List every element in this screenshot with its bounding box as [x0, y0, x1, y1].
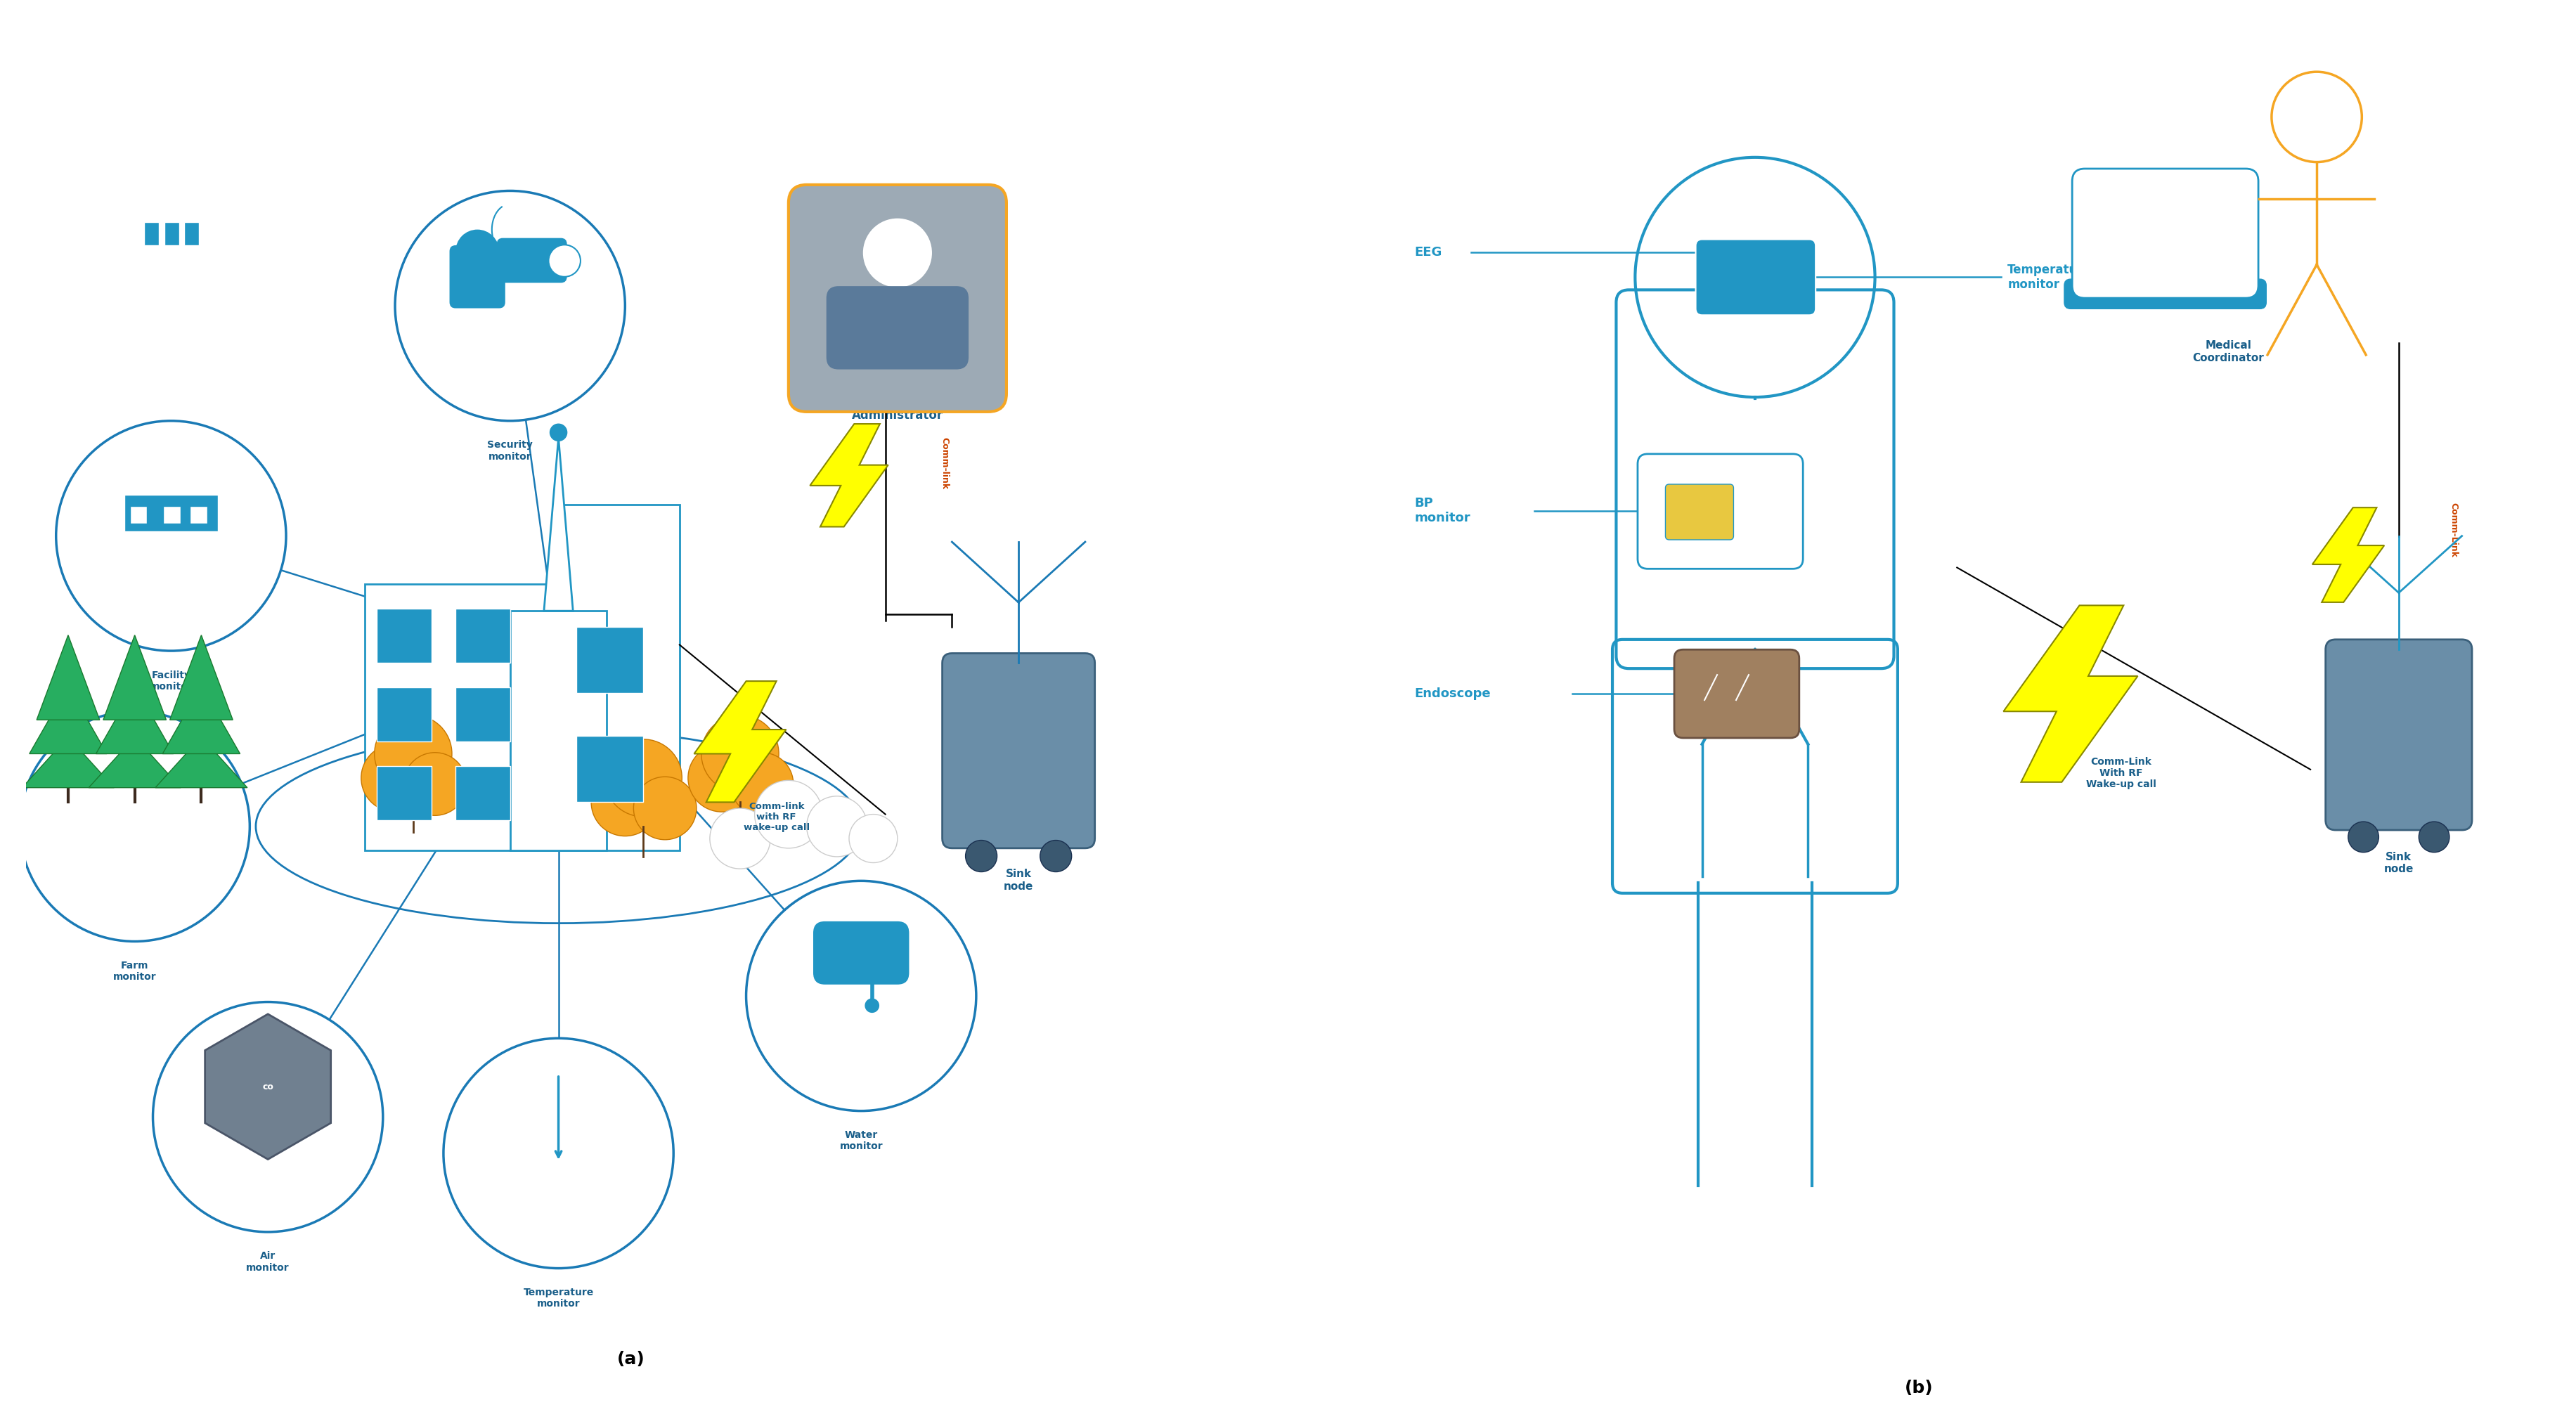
Text: Comm-Link: Comm-Link — [2450, 502, 2458, 558]
FancyBboxPatch shape — [1638, 454, 1803, 569]
FancyBboxPatch shape — [162, 507, 180, 524]
Circle shape — [2349, 822, 2378, 853]
Text: Endoscope: Endoscope — [1414, 687, 1492, 700]
Circle shape — [688, 744, 755, 812]
Text: Security
monitor: Security monitor — [487, 440, 533, 461]
FancyBboxPatch shape — [165, 221, 180, 245]
FancyBboxPatch shape — [577, 627, 644, 694]
Text: Comm-Link
With RF
Wake-up call: Comm-Link With RF Wake-up call — [2087, 756, 2156, 789]
FancyBboxPatch shape — [943, 653, 1095, 849]
Circle shape — [549, 245, 580, 277]
Text: Administrator: Administrator — [853, 409, 943, 421]
Text: EEG: EEG — [1414, 245, 1443, 258]
Text: Water
monitor: Water monitor — [840, 1131, 884, 1151]
FancyBboxPatch shape — [814, 921, 909, 985]
Polygon shape — [28, 685, 106, 753]
Polygon shape — [103, 636, 167, 719]
Polygon shape — [162, 685, 240, 753]
FancyBboxPatch shape — [497, 238, 567, 282]
Polygon shape — [23, 736, 113, 788]
Circle shape — [634, 776, 696, 840]
FancyBboxPatch shape — [376, 687, 430, 742]
Text: Comm-link: Comm-link — [940, 437, 948, 490]
Circle shape — [605, 739, 683, 817]
Text: Temperature
monitor: Temperature monitor — [2007, 264, 2092, 291]
Text: Farm
monitor: Farm monitor — [113, 961, 157, 982]
FancyBboxPatch shape — [124, 495, 216, 532]
FancyBboxPatch shape — [376, 609, 430, 663]
Circle shape — [2419, 822, 2450, 853]
Text: Medical
Coordinator: Medical Coordinator — [2192, 341, 2264, 363]
Polygon shape — [155, 736, 247, 788]
FancyBboxPatch shape — [456, 687, 510, 742]
Polygon shape — [809, 424, 889, 526]
Polygon shape — [36, 636, 100, 719]
FancyBboxPatch shape — [376, 766, 430, 820]
Polygon shape — [693, 681, 786, 802]
Circle shape — [404, 752, 466, 816]
FancyBboxPatch shape — [559, 504, 680, 850]
Circle shape — [361, 744, 430, 812]
Circle shape — [806, 796, 868, 857]
FancyBboxPatch shape — [1674, 650, 1798, 738]
FancyBboxPatch shape — [2071, 169, 2259, 298]
FancyBboxPatch shape — [827, 287, 969, 369]
Polygon shape — [206, 1015, 330, 1159]
Polygon shape — [95, 685, 173, 753]
FancyBboxPatch shape — [1667, 484, 1734, 539]
Circle shape — [1041, 840, 1072, 871]
Circle shape — [456, 230, 500, 272]
Circle shape — [850, 815, 896, 863]
Circle shape — [711, 809, 770, 868]
Circle shape — [374, 715, 451, 792]
FancyBboxPatch shape — [451, 245, 505, 308]
Circle shape — [590, 768, 659, 836]
Text: Air
monitor: Air monitor — [247, 1252, 289, 1273]
FancyBboxPatch shape — [366, 585, 559, 850]
Text: co: co — [263, 1083, 273, 1091]
FancyBboxPatch shape — [129, 507, 147, 524]
Circle shape — [701, 715, 778, 792]
FancyBboxPatch shape — [2326, 640, 2473, 830]
FancyBboxPatch shape — [788, 184, 1007, 412]
Text: Sink
node: Sink node — [2383, 851, 2414, 874]
Polygon shape — [170, 636, 232, 719]
FancyBboxPatch shape — [1695, 240, 1816, 315]
Text: Comm-link
with RF
wake-up call: Comm-link with RF wake-up call — [744, 802, 809, 833]
FancyBboxPatch shape — [185, 221, 198, 245]
Circle shape — [755, 780, 822, 849]
Circle shape — [966, 840, 997, 871]
FancyBboxPatch shape — [456, 609, 510, 663]
FancyBboxPatch shape — [456, 766, 510, 820]
Text: (b): (b) — [1904, 1379, 1935, 1396]
Polygon shape — [2004, 606, 2138, 782]
Circle shape — [866, 999, 878, 1013]
FancyBboxPatch shape — [2063, 280, 2267, 309]
Text: Facility
monitor: Facility monitor — [149, 670, 193, 691]
FancyBboxPatch shape — [144, 221, 160, 245]
Text: (a): (a) — [618, 1351, 644, 1368]
Text: BP
monitor: BP monitor — [1414, 497, 1471, 525]
Circle shape — [732, 752, 793, 816]
FancyBboxPatch shape — [191, 507, 206, 524]
FancyBboxPatch shape — [577, 735, 644, 802]
Text: Temperature
monitor: Temperature monitor — [523, 1287, 592, 1308]
Circle shape — [863, 219, 933, 288]
Circle shape — [551, 424, 567, 441]
Text: Sink
node: Sink node — [1005, 868, 1033, 891]
Polygon shape — [2313, 508, 2385, 602]
FancyBboxPatch shape — [510, 612, 608, 850]
Polygon shape — [544, 438, 572, 612]
Polygon shape — [88, 736, 180, 788]
